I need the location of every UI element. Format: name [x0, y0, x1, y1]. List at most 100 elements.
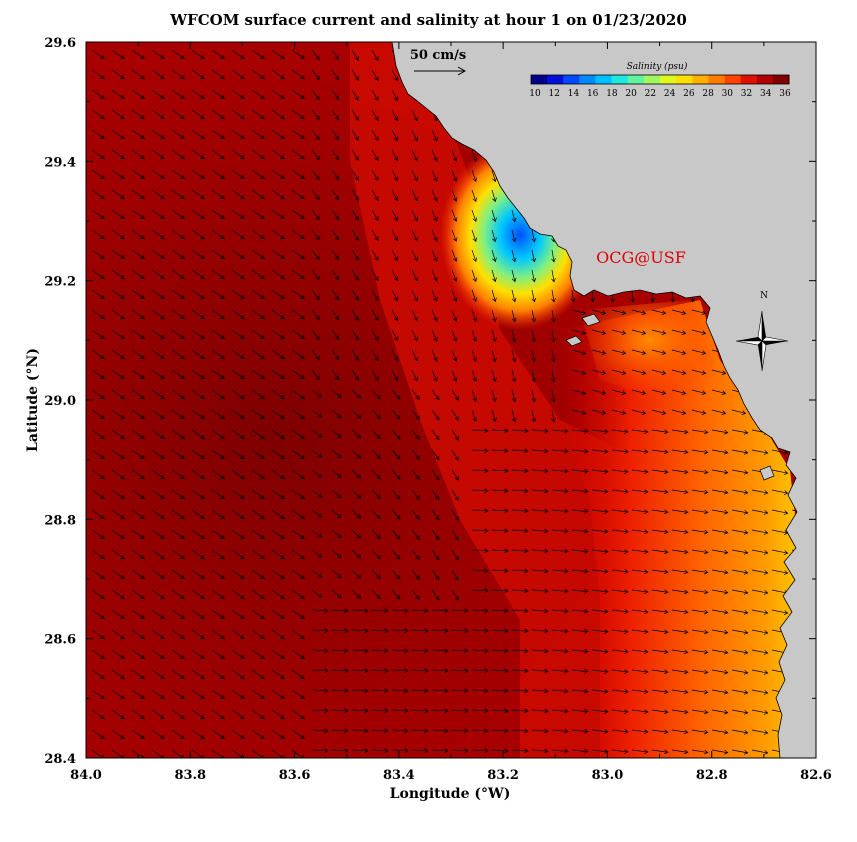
current-arrow [651, 609, 669, 615]
colorbar-cell [692, 75, 709, 84]
current-arrow [371, 589, 381, 600]
current-arrow [291, 649, 305, 660]
current-arrow [251, 389, 265, 400]
current-arrow [491, 409, 497, 423]
current-arrow [631, 369, 647, 375]
current-arrow [251, 749, 265, 758]
current-arrow [551, 389, 556, 403]
current-arrow [171, 569, 185, 580]
current-arrow [451, 728, 469, 733]
current-arrow [531, 668, 549, 674]
current-arrow [211, 469, 225, 480]
current-arrow [471, 548, 489, 554]
current-arrow [231, 709, 245, 720]
current-arrow [291, 89, 305, 100]
current-arrow [431, 329, 438, 342]
current-arrow [331, 569, 342, 579]
current-arrow [231, 289, 245, 300]
current-arrow [651, 449, 669, 455]
current-arrow [351, 149, 359, 161]
current-arrow [751, 549, 769, 555]
current-arrow [491, 269, 497, 283]
current-arrow [191, 389, 205, 400]
current-arrow [371, 509, 381, 520]
current-arrow [651, 369, 667, 375]
current-arrow [591, 509, 609, 514]
current-arrow [191, 269, 205, 280]
current-arrow [91, 709, 105, 720]
current-arrow [131, 409, 145, 420]
current-arrow [111, 689, 125, 700]
current-arrow [531, 628, 549, 634]
current-arrow [191, 229, 205, 240]
current-arrow [671, 689, 689, 695]
current-arrow [751, 729, 769, 735]
current-arrow [751, 749, 769, 755]
colorbar-tick-label: 32 [741, 89, 752, 99]
current-arrow [691, 709, 709, 715]
colorbar-tick-label: 14 [568, 89, 580, 99]
current-arrow [291, 409, 305, 420]
current-arrow [551, 309, 556, 323]
current-arrow [351, 309, 359, 321]
current-arrow [471, 409, 478, 423]
current-arrow [471, 229, 478, 243]
current-arrow [411, 608, 429, 613]
current-arrow [371, 569, 381, 580]
current-arrow [331, 129, 340, 141]
colorbar-tick-label: 28 [702, 89, 714, 99]
current-arrow [91, 489, 105, 500]
current-arrow [391, 189, 399, 202]
current-arrow [151, 569, 165, 580]
current-arrow [491, 289, 497, 303]
current-arrow [551, 528, 569, 534]
current-arrow [591, 569, 609, 574]
current-arrow [630, 289, 635, 303]
current-arrow [471, 488, 489, 494]
current-arrow [771, 489, 789, 495]
current-arrow [571, 548, 589, 554]
current-arrow [431, 469, 440, 481]
current-arrow [131, 449, 145, 460]
current-arrow [171, 749, 185, 758]
current-arrow [431, 449, 440, 461]
current-arrow [551, 488, 569, 494]
current-arrow [711, 549, 729, 555]
current-arrow [411, 449, 420, 460]
current-arrow [431, 129, 438, 142]
colorbar-tick-label: 20 [625, 89, 637, 99]
current-arrow [151, 469, 165, 480]
current-arrow [151, 669, 165, 680]
current-arrow [711, 589, 729, 595]
current-arrow [631, 309, 647, 315]
current-arrow [271, 349, 285, 360]
current-arrow [271, 149, 285, 160]
current-arrow [491, 189, 497, 203]
current-arrow [331, 668, 349, 673]
current-arrow [731, 609, 749, 615]
current-arrow [371, 628, 389, 633]
current-arrow [571, 508, 589, 514]
current-arrow [311, 449, 323, 458]
current-arrow [131, 349, 145, 360]
current-arrow [711, 489, 729, 495]
current-arrow [151, 709, 165, 720]
current-arrow [451, 449, 459, 461]
current-arrow [451, 469, 459, 481]
current-arrow [531, 409, 537, 423]
colorbar-tick-label: 30 [722, 89, 734, 99]
current-arrow [551, 568, 569, 574]
current-arrow [491, 568, 509, 574]
current-arrow [391, 728, 409, 733]
current-arrow [91, 329, 105, 340]
current-arrow [431, 149, 438, 162]
current-arrow [391, 129, 399, 142]
current-arrow [651, 329, 667, 335]
current-arrow [591, 629, 609, 634]
current-arrow [431, 509, 440, 521]
current-arrow [191, 49, 205, 60]
current-arrow [591, 469, 609, 474]
current-arrow [131, 169, 145, 180]
current-arrow [171, 429, 185, 440]
current-arrow [331, 628, 349, 633]
